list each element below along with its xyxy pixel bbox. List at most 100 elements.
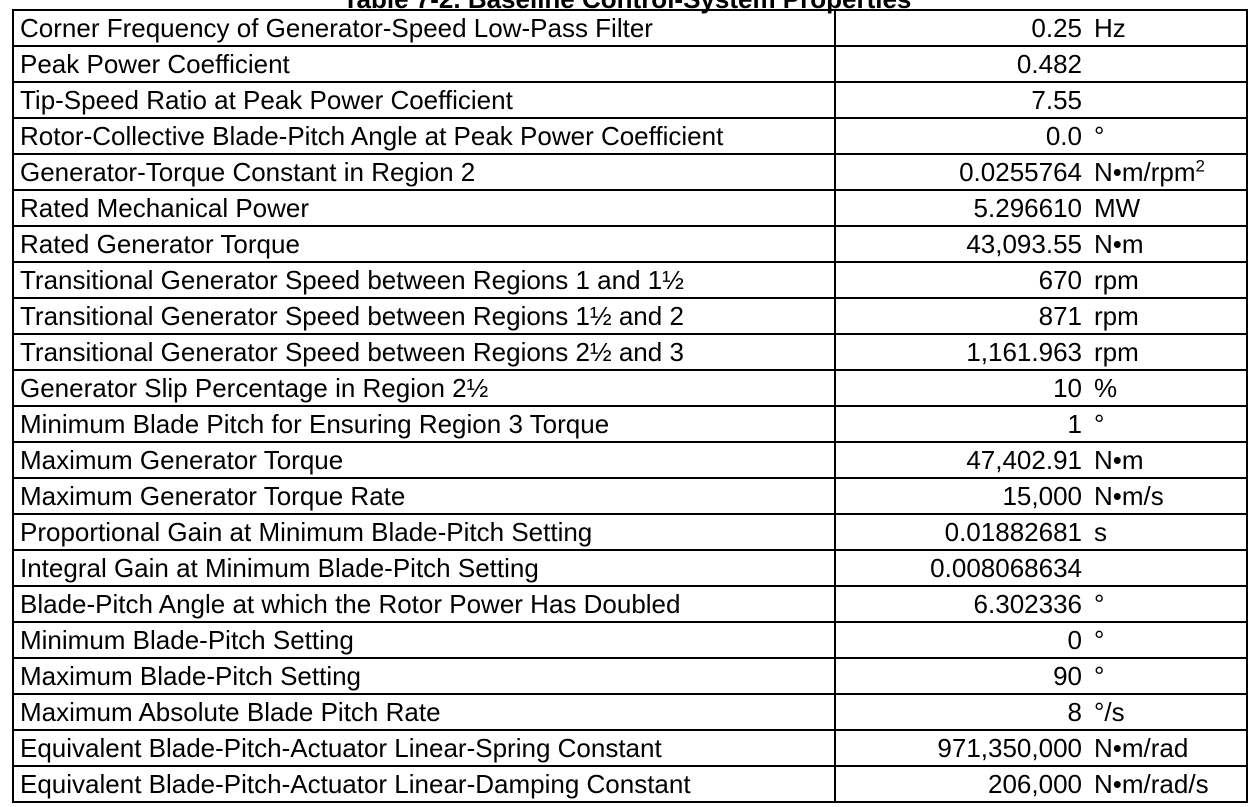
table-row: Transitional Generator Speed between Reg… [13,261,1247,298]
property-unit: ° [1090,657,1247,694]
property-value: 670 [835,261,1090,298]
property-unit: rpm [1090,297,1247,334]
property-unit: N•m [1090,441,1247,478]
table-row: Maximum Blade-Pitch Setting 90 ° [13,657,1247,694]
property-value: 0.0 [835,117,1090,154]
unit-text: N•m/rpm [1094,157,1196,187]
property-unit: N•m/rpm2 [1090,153,1247,190]
table-row: Equivalent Blade-Pitch-Actuator Linear-D… [13,765,1247,802]
table-row: Minimum Blade-Pitch Setting 0 ° [13,621,1247,658]
property-unit: s [1090,513,1247,550]
property-label: Transitional Generator Speed between Reg… [13,333,836,370]
unit-text: rpm [1094,265,1139,295]
table-row: Maximum Absolute Blade Pitch Rate 8 °/s [13,693,1247,730]
property-value: 0.0255764 [835,153,1090,190]
unit-text: ° [1094,589,1105,619]
unit-text: ° [1094,121,1105,151]
property-label: Minimum Blade-Pitch Setting [13,621,836,658]
table-row: Rated Mechanical Power 5.296610 MW [13,189,1247,226]
property-label: Equivalent Blade-Pitch-Actuator Linear-S… [13,729,836,766]
property-label: Maximum Generator Torque [13,441,836,478]
property-label: Rotor-Collective Blade-Pitch Angle at Pe… [13,117,836,154]
property-value: 0.25 [835,9,1090,46]
property-label: Generator-Torque Constant in Region 2 [13,153,836,190]
table-row: Corner Frequency of Generator-Speed Low-… [13,9,1247,46]
unit-text: MW [1094,193,1141,223]
property-value: 10 [835,369,1090,406]
unit-text: N•m [1094,445,1144,475]
table-row: Equivalent Blade-Pitch-Actuator Linear-S… [13,729,1247,766]
property-value: 1 [835,405,1090,442]
properties-table: Corner Frequency of Generator-Speed Low-… [12,9,1248,803]
property-label: Integral Gain at Minimum Blade-Pitch Set… [13,549,836,586]
table-row: Generator-Torque Constant in Region 2 0.0… [13,153,1247,190]
table-body: Corner Frequency of Generator-Speed Low-… [13,9,1247,802]
unit-text: s [1094,517,1107,547]
property-unit: ° [1090,405,1247,442]
property-value: 0.01882681 [835,513,1090,550]
property-label: Blade-Pitch Angle at which the Rotor Pow… [13,585,836,622]
property-label: Maximum Generator Torque Rate [13,477,836,514]
property-value: 871 [835,297,1090,334]
property-value: 6.302336 [835,585,1090,622]
property-value: 1,161.963 [835,333,1090,370]
table-row: Transitional Generator Speed between Reg… [13,333,1247,370]
property-unit: N•m [1090,225,1247,262]
property-value: 8 [835,693,1090,730]
property-value: 43,093.55 [835,225,1090,262]
property-unit [1090,81,1247,118]
property-value: 15,000 [835,477,1090,514]
table-row: Tip-Speed Ratio at Peak Power Coefficien… [13,81,1247,118]
unit-text: °/s [1094,697,1125,727]
property-unit: N•m/rad/s [1090,765,1247,802]
property-value: 206,000 [835,765,1090,802]
unit-text: ° [1094,409,1105,439]
property-unit: ° [1090,117,1247,154]
property-label: Rated Mechanical Power [13,189,836,226]
table-row: Generator Slip Percentage in Region 2½ 10… [13,369,1247,406]
property-value: 0.008068634 [835,549,1090,586]
property-unit [1090,549,1247,586]
table-row: Peak Power Coefficient 0.482 [13,45,1247,82]
property-value: 5.296610 [835,189,1090,226]
property-unit: Hz [1090,9,1247,46]
property-label: Maximum Blade-Pitch Setting [13,657,836,694]
property-label: Peak Power Coefficient [13,45,836,82]
property-value: 7.55 [835,81,1090,118]
unit-text: N•m/rad/s [1094,769,1209,799]
property-label: Rated Generator Torque [13,225,836,262]
property-label: Transitional Generator Speed between Reg… [13,297,836,334]
table-row: Rated Generator Torque 43,093.55 N•m [13,225,1247,262]
property-unit: rpm [1090,261,1247,298]
property-unit: MW [1090,189,1247,226]
table-row: Proportional Gain at Minimum Blade-Pitch… [13,513,1247,550]
table-row: Integral Gain at Minimum Blade-Pitch Set… [13,549,1247,586]
property-unit: N•m/s [1090,477,1247,514]
property-unit: N•m/rad [1090,729,1247,766]
unit-text: rpm [1094,337,1139,367]
property-value: 0 [835,621,1090,658]
property-label: Maximum Absolute Blade Pitch Rate [13,693,836,730]
property-label: Proportional Gain at Minimum Blade-Pitch… [13,513,836,550]
property-value: 90 [835,657,1090,694]
property-unit: rpm [1090,333,1247,370]
property-label: Transitional Generator Speed between Reg… [13,261,836,298]
property-label: Equivalent Blade-Pitch-Actuator Linear-D… [13,765,836,802]
unit-text: N•m/rad [1094,733,1189,763]
property-unit: ° [1090,585,1247,622]
unit-text: ° [1094,661,1105,691]
table-row: Maximum Generator Torque 47,402.91 N•m [13,441,1247,478]
property-value: 971,350,000 [835,729,1090,766]
unit-text: % [1094,373,1118,403]
table-row: Transitional Generator Speed between Reg… [13,297,1247,334]
unit-text: ° [1094,625,1105,655]
table-row: Blade-Pitch Angle at which the Rotor Pow… [13,585,1247,622]
unit-text: Hz [1094,13,1126,43]
unit-text: rpm [1094,301,1139,331]
property-unit: °/s [1090,693,1247,730]
unit-superscript: 2 [1195,156,1206,176]
property-unit: % [1090,369,1247,406]
property-label: Tip-Speed Ratio at Peak Power Coefficien… [13,81,836,118]
table-row: Maximum Generator Torque Rate 15,000 N•m/s [13,477,1247,514]
